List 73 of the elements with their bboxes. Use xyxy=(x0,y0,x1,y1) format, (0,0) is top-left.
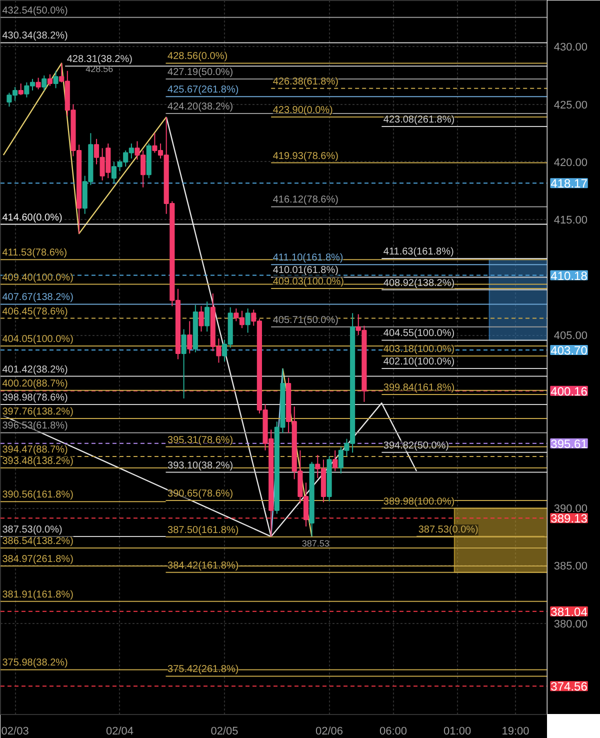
ref-line-label: 400.20(88.7%) xyxy=(2,378,68,390)
ref-line-label: 423.90(0.0%) xyxy=(272,105,333,116)
ref-line-label: 397.76(138.2%) xyxy=(2,406,74,418)
ref-line-label: 375.42(261.8%) xyxy=(168,664,239,676)
ref-line-label: 405.71(50.0%) xyxy=(272,314,338,326)
ref-line-label: 390.56(161.8%) xyxy=(2,490,74,501)
annotation: 387.53 xyxy=(302,538,330,549)
x-tick-label: 02/04 xyxy=(106,726,134,738)
ref-line-label: 425.67(261.8%) xyxy=(168,84,239,96)
ref-line-label: 406.45(78.6%) xyxy=(2,306,68,318)
ref-line-label: 393.10(38.2%) xyxy=(168,460,234,472)
ref-line-label: 394.47(88.7%) xyxy=(2,444,68,456)
annotation: 428.56 xyxy=(86,64,114,74)
y-tick-label: 425.00 xyxy=(554,99,588,112)
ref-line-label: 394.82(50.0%) xyxy=(383,440,450,452)
ref-line-label: 403.18(100.0%) xyxy=(383,344,455,355)
ref-line-label: 389.13 xyxy=(550,512,588,526)
ref-line-label: 414.60(0.0%) xyxy=(2,212,62,224)
x-tick-label: 19:00 xyxy=(502,726,530,738)
x-tick-label: 02/06 xyxy=(316,726,344,738)
ref-line-label: 395.31(78.6%) xyxy=(168,434,234,446)
ref-line-label: 404.55(100.0%) xyxy=(383,328,455,340)
ref-line-label: 384.42(161.8%) xyxy=(168,560,239,572)
y-tick-label: 415.00 xyxy=(554,214,588,227)
ref-line-label: 381.91(161.8%) xyxy=(2,589,74,600)
x-tick-label: 06:00 xyxy=(380,726,408,738)
ref-line-label: 423.08(261.8%) xyxy=(383,114,455,126)
ref-line-label: 409.40(100.0%) xyxy=(2,272,74,284)
ref-line-label: 401.42(38.2%) xyxy=(2,364,68,376)
ref-line-label: 399.84(161.8%) xyxy=(383,382,455,394)
y-tick-label: 385.00 xyxy=(554,560,588,573)
ref-line-label: 402.10(100.0%) xyxy=(383,356,455,368)
ref-line-label: 408.92(138.2%) xyxy=(383,278,455,289)
y-tick-label: 405.00 xyxy=(554,330,588,342)
ref-line-label: 384.97(261.8%) xyxy=(2,554,74,566)
ref-line-label: 426.38(61.8%) xyxy=(272,76,338,88)
ref-line-label: 375.98(38.2%) xyxy=(2,658,68,669)
ref-line-label: 398.98(78.6%) xyxy=(2,392,68,404)
ref-line-label: 381.04 xyxy=(550,604,588,619)
ref-line-label: 430.34(38.2%) xyxy=(2,30,68,42)
x-tick-label: 02/05 xyxy=(210,726,238,738)
ref-line-label: 410.18 xyxy=(550,268,588,283)
x-tick-label: 01:00 xyxy=(444,726,472,738)
ref-line-label: 419.93(78.6%) xyxy=(272,150,338,162)
ref-line-label: 418.17 xyxy=(550,176,588,191)
ref-line-label: 393.48(138.2%) xyxy=(2,456,74,467)
ref-line-label: 404.05(100.0%) xyxy=(2,334,74,345)
ref-line-label: 409.03(100.0%) xyxy=(272,276,344,288)
ref-line-label: 424.20(38.2%) xyxy=(168,102,234,113)
ref-line-label: 374.56 xyxy=(550,680,588,694)
ref-line-label: 416.12(78.6%) xyxy=(272,194,338,206)
ref-line-label: 407.67(138.2%) xyxy=(2,292,74,304)
ref-line-label: 411.53(78.6%) xyxy=(2,248,68,259)
series-label: 387.53(0.0%) xyxy=(418,524,478,536)
ref-line-label: 428.56(0.0%) xyxy=(168,51,228,62)
ref-line-label: 387.53(0.0%) xyxy=(2,524,62,536)
ref-line-label: 386.54(138.2%) xyxy=(2,536,74,547)
ref-line-label: 428.31(38.2%) xyxy=(66,54,132,66)
y-tick-label: 430.00 xyxy=(554,42,588,54)
ref-line-label: 410.01(61.8%) xyxy=(272,265,338,276)
y-tick-label: 420.00 xyxy=(554,156,588,169)
ref-line-label: 427.19(50.0%) xyxy=(168,67,234,78)
ref-line-label: 411.63(161.8%) xyxy=(383,246,454,258)
ref-line-label: 390.65(78.6%) xyxy=(168,488,234,500)
ref-line-label: 395.61 xyxy=(550,436,588,451)
ref-line-label: 403.70 xyxy=(550,344,588,358)
x-tick-label: 02/03 xyxy=(1,726,29,738)
ref-line-label: 432.54(50.0%) xyxy=(2,5,68,16)
y-tick-label: 380.00 xyxy=(554,618,588,630)
ref-line-label: 389.98(100.0%) xyxy=(383,496,455,508)
ref-line-label: 400.16 xyxy=(550,384,588,398)
ref-line-label: 387.50(161.8%) xyxy=(168,524,239,536)
ref-line-label: 411.10(161.8%) xyxy=(272,252,344,264)
